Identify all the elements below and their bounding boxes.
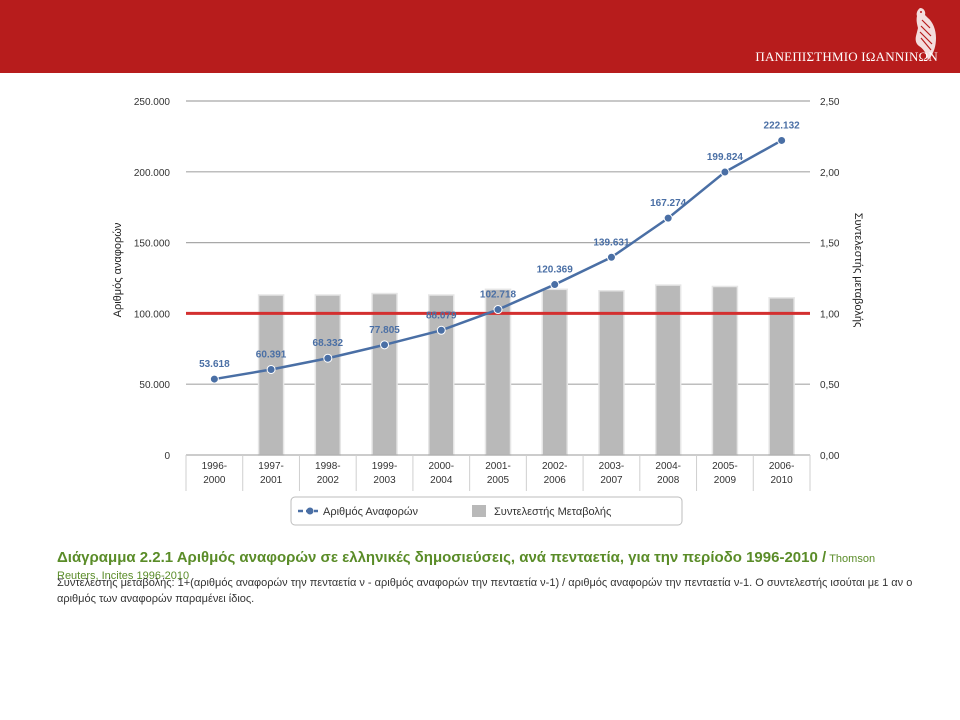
- citations-line: [209, 135, 787, 384]
- citations-point: [436, 325, 446, 335]
- citations-point: [550, 280, 560, 290]
- citations-data-label: 120.369: [537, 265, 574, 276]
- data-labels: 53.618 60.391 68.332 77.805 88.079 102.718 120…: [199, 120, 800, 370]
- bar: [257, 294, 285, 456]
- citations-data-label: 53.618: [199, 359, 230, 370]
- citations-point: [606, 252, 616, 262]
- citations-point: [493, 305, 503, 315]
- eagle-emblem-icon: [915, 8, 936, 60]
- y2-tick-label: 2,50: [820, 97, 840, 108]
- y-tick-label: 0: [164, 451, 170, 462]
- y-tick-label: 100.000: [134, 309, 171, 320]
- legend-label-change: Συντελεστής Μεταβολής: [494, 506, 611, 518]
- citations-data-label: 60.391: [256, 349, 287, 360]
- legend-bar-swatch: [472, 505, 486, 517]
- axes: 0 50.000 100.000 150.000 200.000 250.000 0,00 0…: [134, 97, 840, 491]
- y2-tick-label: 0,00: [820, 451, 840, 462]
- citations-point: [209, 374, 219, 384]
- bars: [257, 284, 795, 456]
- x-tick-label: 1999-2003: [372, 461, 398, 486]
- y-tick-label: 200.000: [134, 168, 171, 179]
- y2-tick-label: 0,50: [820, 380, 840, 391]
- caption-source: Thomson Reuters, Incites 1996-2010: [57, 553, 876, 582]
- citations-point: [266, 364, 276, 374]
- x-tick-label: 2001-2005: [485, 461, 511, 486]
- x-tick-label: 1996-2000: [202, 461, 228, 486]
- y2-tick-label: 1,50: [820, 239, 840, 250]
- bar: [541, 288, 568, 456]
- citations-data-label: 88.079: [426, 310, 457, 321]
- caption-main: Διάγραμμα 2.2.1 Αριθμός αναφορών σε ελλη…: [57, 549, 827, 566]
- x-tick-label: 2005-2009: [712, 461, 738, 486]
- citations-data-label: 102.718: [480, 290, 517, 301]
- bar: [371, 292, 398, 456]
- x-tick-label: 1997-2001: [258, 461, 284, 486]
- bar: [598, 289, 625, 456]
- citations-point: [777, 135, 787, 145]
- bar: [711, 285, 739, 456]
- bar: [314, 294, 342, 456]
- y2-tick-label: 1,00: [820, 309, 840, 320]
- figure-note: Συντελεστής μεταβολής: 1+(αριθμός αναφορ…: [57, 577, 913, 605]
- y-axis-title: Αριθμός αναφορών: [112, 222, 124, 317]
- citations-point: [380, 340, 390, 350]
- citations-data-label: 222.132: [764, 120, 801, 131]
- university-name: ΠΑΝΕΠΙΣΤΗΜΙΟ ΙΩΑΝΝΙΝΩΝ: [755, 49, 938, 64]
- citations-point: [323, 353, 333, 363]
- x-tick-label: 1998-2002: [315, 461, 341, 486]
- header-banner: [0, 0, 960, 73]
- bar: [768, 297, 795, 456]
- x-tick-label: 2006-2010: [769, 461, 795, 486]
- x-tick-label: 2000-2004: [428, 461, 454, 486]
- citations-point: [663, 213, 673, 223]
- x-tick-label: 2002-2006: [542, 461, 568, 486]
- legend-marker-swatch: [306, 507, 314, 515]
- x-tick-label: 2004-2008: [655, 461, 681, 486]
- y-tick-label: 50.000: [139, 380, 170, 391]
- x-tick-label: 2003-2007: [599, 461, 625, 486]
- y2-tick-label: 2,00: [820, 168, 840, 179]
- legend-label-citations: Αριθμός Αναφορών: [323, 506, 418, 518]
- y2-axis-title: Συντελεστής μεταβολής: [852, 213, 864, 328]
- legend: Αριθμός Αναφορών Συντελεστής Μεταβολής: [290, 496, 683, 526]
- citations-data-label: 68.332: [313, 338, 344, 349]
- citations-data-label: 167.274: [650, 198, 687, 209]
- bar: [654, 284, 682, 456]
- citations-data-label: 77.805: [369, 325, 400, 336]
- citations-point: [720, 167, 730, 177]
- y-tick-label: 150.000: [134, 239, 171, 250]
- y-tick-label: 250.000: [134, 97, 171, 108]
- citations-chart: 53.618 60.391 68.332 77.805 88.079 102.718 120…: [112, 97, 864, 526]
- citations-data-label: 199.824: [707, 152, 744, 163]
- figure-caption: Διάγραμμα 2.2.1 Αριθμός αναφορών σε ελλη…: [57, 549, 917, 583]
- citations-data-label: 139.631: [593, 237, 630, 248]
